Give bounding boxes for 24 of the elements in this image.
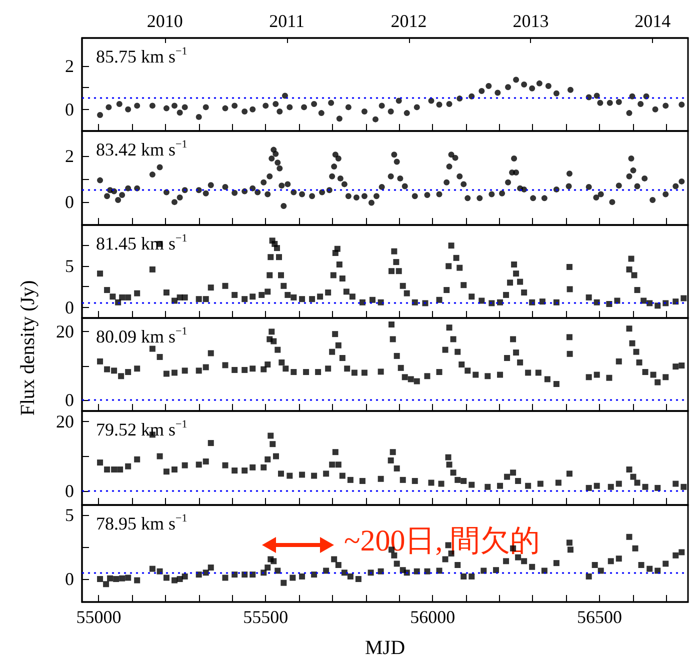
y-tick-label: 2	[65, 56, 74, 76]
x2-tick-label: 2013	[512, 11, 549, 31]
y-tick-label: 20	[56, 322, 74, 342]
x-axis-title: MJD	[364, 637, 406, 659]
y-tick-label: 0	[65, 481, 74, 502]
annotation: ~200日, 間欠的	[344, 524, 540, 558]
y-tick-label: 0	[65, 99, 74, 120]
x2-tick-label: 2010	[146, 11, 183, 31]
x-tick-label: 56000	[410, 607, 456, 627]
x-tick-label: 55500	[243, 607, 288, 627]
y-tick-label: 5	[65, 256, 74, 276]
y-tick-label: 20	[56, 411, 74, 432]
y-tick-label: 2	[65, 146, 74, 166]
x2-tick-label: 2014	[634, 11, 671, 31]
x-tick-label: 55000	[76, 607, 122, 627]
y-tick-label: 5	[65, 505, 74, 526]
x2-tick-label: 2011	[269, 11, 305, 31]
y-axis-title: Flux density (Jy)	[16, 279, 40, 418]
y-tick-label: 0	[65, 569, 74, 590]
y-tick-label: 0	[65, 192, 74, 212]
x-tick-label: 56500	[577, 607, 622, 627]
y-tick-label: 0	[65, 297, 74, 318]
y-tick-label: 0	[65, 390, 74, 410]
x2-tick-label: 2012	[390, 11, 427, 31]
